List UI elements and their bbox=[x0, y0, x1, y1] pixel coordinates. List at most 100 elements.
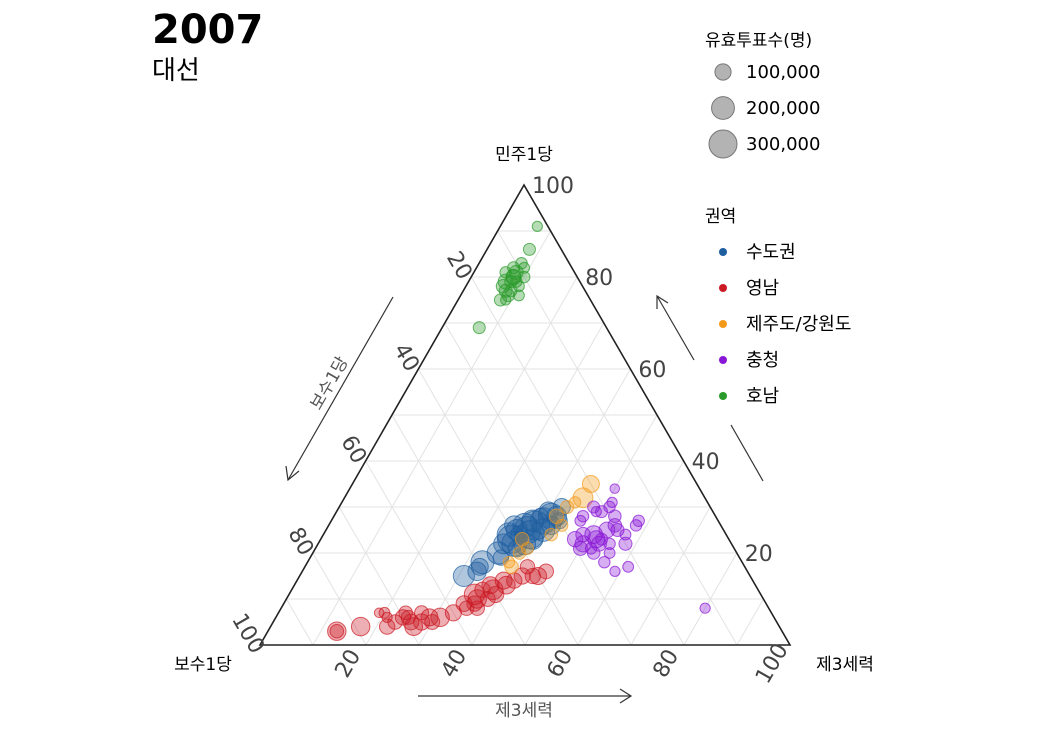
data-point-영남 bbox=[381, 611, 393, 624]
data-point-호남 bbox=[500, 294, 512, 306]
data-point-수도권 bbox=[492, 549, 510, 566]
legend-size-symbol bbox=[708, 129, 738, 159]
data-point-수도권 bbox=[532, 507, 549, 525]
legend-size: 유효투표수(명) 100,000 200,000 300,000 bbox=[705, 31, 820, 159]
data-point-제주도/강원도 bbox=[555, 518, 569, 532]
legend-color-label: 충청 bbox=[746, 350, 779, 371]
data-point-충청 bbox=[575, 526, 591, 543]
data-point-영남 bbox=[469, 600, 485, 616]
data-point-충청 bbox=[603, 537, 616, 551]
data-point-영남 bbox=[481, 576, 500, 595]
data-point-제주도/강원도 bbox=[568, 496, 582, 509]
axis-label-left: 보수1당 bbox=[174, 655, 232, 675]
data-point-영남 bbox=[538, 563, 554, 580]
direction-label-bottom: 제3세력 bbox=[495, 701, 553, 721]
legend-color-dot bbox=[719, 392, 727, 400]
data-point-영남 bbox=[487, 585, 505, 603]
data-point-호남 bbox=[499, 266, 512, 279]
data-point-영남 bbox=[455, 595, 473, 612]
tick-label-right: 60 bbox=[543, 645, 579, 682]
legend-color-title: 권역 bbox=[705, 207, 736, 227]
legend-color-label: 호남 bbox=[746, 386, 779, 407]
tick-label-right: 40 bbox=[437, 645, 473, 682]
data-point-충청 bbox=[574, 514, 587, 527]
data-point-영남 bbox=[400, 609, 416, 625]
data-points bbox=[327, 220, 711, 641]
chart-title: 2007 bbox=[152, 7, 264, 53]
tick-label-top: 60 bbox=[638, 358, 666, 383]
legend-color-label: 제주도/강원도 bbox=[746, 314, 851, 335]
data-point-영남 bbox=[479, 591, 496, 607]
data-point-충청 bbox=[598, 555, 611, 569]
legend-size-label: 100,000 bbox=[746, 62, 820, 83]
data-point-제주도/강원도 bbox=[544, 527, 559, 542]
grid-line bbox=[365, 460, 473, 646]
tick-label-top: 20 bbox=[745, 542, 773, 567]
ternary-grid bbox=[285, 230, 764, 646]
data-point-충청 bbox=[619, 528, 632, 541]
grid-line bbox=[630, 506, 711, 646]
data-point-수도권 bbox=[552, 498, 571, 516]
grid-line bbox=[418, 322, 605, 646]
data-point-충청 bbox=[699, 602, 711, 614]
legend-color-dot bbox=[719, 356, 727, 364]
data-point-호남 bbox=[518, 261, 531, 274]
direction-arrow-right bbox=[656, 294, 764, 482]
data-point-호남 bbox=[531, 220, 543, 233]
tick-label-top: 100 bbox=[532, 174, 574, 199]
tick-label-right: 20 bbox=[331, 645, 367, 682]
direction-arrow-bottom: 제3세력 bbox=[418, 688, 633, 721]
data-point-수도권 bbox=[507, 539, 526, 558]
axis-label-right: 제3세력 bbox=[816, 655, 874, 675]
ternary-frame bbox=[258, 183, 792, 646]
data-point-충청 bbox=[618, 536, 633, 551]
data-point-호남 bbox=[472, 321, 486, 335]
grid-line bbox=[391, 414, 526, 646]
data-point-충청 bbox=[609, 483, 621, 494]
grid-line bbox=[312, 552, 367, 646]
grid-line bbox=[683, 552, 738, 646]
tick-label-top: 40 bbox=[692, 450, 720, 475]
tick-label-left: 20 bbox=[441, 247, 477, 284]
data-point-수도권 bbox=[452, 564, 475, 588]
data-point-충청 bbox=[610, 522, 625, 538]
data-point-영남 bbox=[529, 567, 548, 585]
axis-label-top: 민주1당 bbox=[495, 145, 553, 165]
data-point-호남 bbox=[510, 275, 523, 288]
tick-label-left: 40 bbox=[388, 339, 424, 376]
data-point-영남 bbox=[519, 559, 536, 575]
data-point-충청 bbox=[572, 540, 588, 556]
legend-color-dot bbox=[719, 320, 727, 328]
data-point-영남 bbox=[474, 581, 491, 598]
tick-label-right: 100 bbox=[751, 639, 794, 688]
data-point-영남 bbox=[430, 607, 450, 628]
data-point-제주도/강원도 bbox=[502, 555, 516, 569]
data-point-충청 bbox=[595, 532, 609, 546]
data-point-호남 bbox=[522, 242, 536, 256]
tick-label-left: 80 bbox=[283, 523, 319, 560]
data-point-호남 bbox=[507, 261, 521, 275]
grid-line bbox=[524, 414, 658, 646]
legend-color-dot bbox=[719, 248, 727, 256]
data-point-영남 bbox=[424, 614, 441, 630]
grid-line bbox=[736, 598, 764, 646]
grid-line bbox=[497, 230, 738, 646]
chart-subtitle: 대선 bbox=[152, 56, 200, 86]
grid-line bbox=[444, 322, 632, 646]
data-point-충청 bbox=[603, 547, 616, 559]
legend-color-dot bbox=[719, 284, 727, 292]
triangle-frame bbox=[258, 183, 792, 646]
legend-color-label: 수도권 bbox=[746, 242, 796, 263]
data-point-제주도/강원도 bbox=[581, 475, 600, 493]
grid-line bbox=[577, 460, 685, 646]
direction-label-left: 보수1당 bbox=[307, 353, 353, 413]
data-point-영남 bbox=[329, 623, 345, 639]
data-point-충청 bbox=[598, 521, 616, 539]
data-point-영남 bbox=[378, 618, 396, 635]
data-point-수도권 bbox=[470, 557, 489, 576]
data-point-영남 bbox=[398, 605, 413, 621]
legend-color-label: 영남 bbox=[746, 278, 779, 299]
data-point-영남 bbox=[414, 605, 430, 621]
data-point-충청 bbox=[584, 542, 598, 555]
